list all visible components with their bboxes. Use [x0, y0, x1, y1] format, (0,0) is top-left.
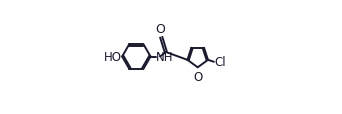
Text: O: O — [193, 71, 202, 83]
Text: Cl: Cl — [214, 56, 226, 69]
Text: NH: NH — [156, 51, 173, 63]
Text: HO: HO — [104, 51, 121, 63]
Text: O: O — [156, 23, 166, 36]
